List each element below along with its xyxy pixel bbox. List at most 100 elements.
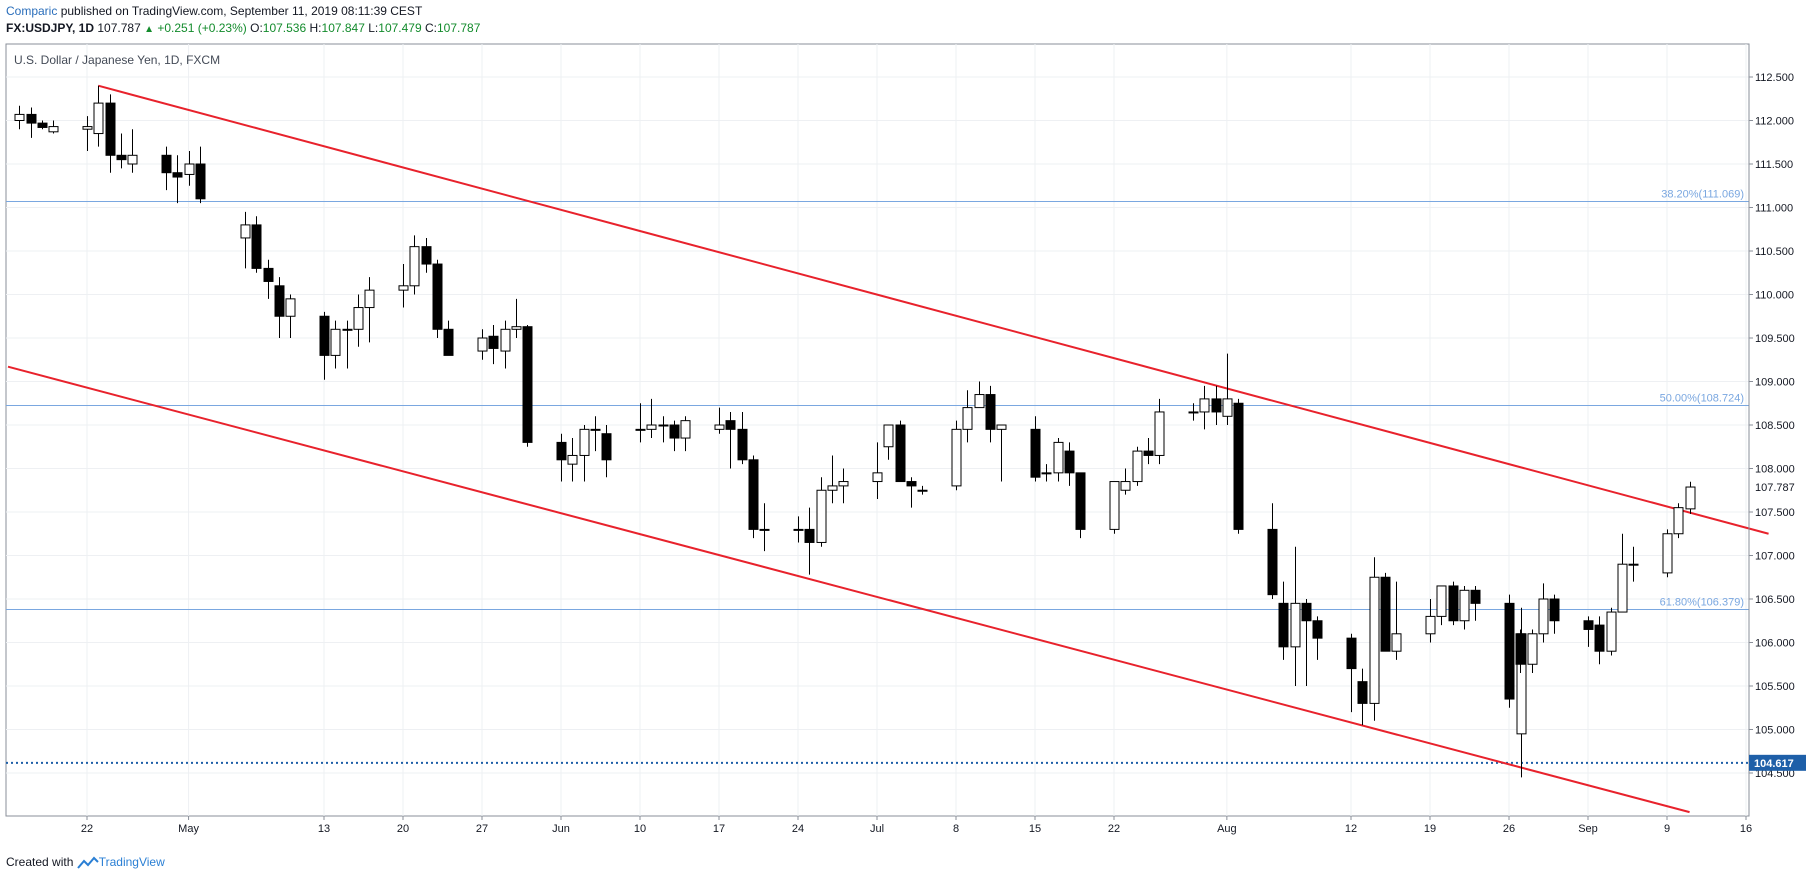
candle: [1132, 446, 1143, 486]
time-tick-label: May: [178, 823, 199, 835]
candle-body: [127, 154, 138, 165]
time-tick-label: 26: [1503, 823, 1515, 835]
candle-body: [974, 394, 985, 409]
candle-body: [184, 163, 195, 175]
candle-body: [1301, 602, 1312, 622]
candle: [93, 85, 104, 147]
price-axis[interactable]: 104.500 105.000 105.500 106.000 106.500 107.0…: [1748, 44, 1806, 816]
channel-line: [98, 84, 1769, 535]
price-tick-label: 105.500: [1755, 681, 1795, 693]
candle: [1199, 385, 1210, 430]
candle: [1357, 668, 1368, 726]
candle-body: [1199, 398, 1210, 413]
candle-body: [1504, 602, 1515, 700]
candle: [172, 155, 183, 204]
candle: [1267, 503, 1278, 599]
candle-body: [793, 528, 804, 531]
last-price: 107.787: [97, 21, 141, 35]
candle-body: [14, 113, 25, 122]
candle-body: [1041, 472, 1052, 475]
candle-body: [240, 224, 251, 239]
price-tick-label: 106.500: [1755, 594, 1795, 606]
time-tick-label: 9: [1664, 823, 1670, 835]
author-link[interactable]: Comparic: [6, 4, 58, 18]
candle-body: [364, 289, 375, 309]
candle: [1538, 583, 1549, 643]
candle-body: [872, 472, 883, 483]
candle-body: [251, 224, 262, 269]
candle: [116, 133, 127, 169]
candle: [1312, 616, 1323, 660]
candle: [1459, 585, 1470, 630]
candle-body: [432, 263, 443, 330]
candle: [1685, 481, 1696, 514]
candle: [951, 420, 962, 491]
candle-body: [1369, 576, 1380, 704]
candle-body: [1470, 589, 1481, 604]
low-value: 107.479: [378, 21, 422, 35]
time-tick-label: 13: [318, 823, 330, 835]
ohlc-line: FX:USDJPY, 1D 107.787 ▲ +0.251 (+0.23%) …: [6, 21, 480, 35]
candle: [342, 320, 353, 369]
time-axis[interactable]: 22 May 13 20 27 Jun 10 17 24 Jul 8 15 22 Aug 12 19 26 Sep…: [81, 816, 1752, 835]
candle-body: [421, 246, 432, 265]
channel-lines: [7, 84, 1769, 814]
time-tick-label: 8: [953, 823, 959, 835]
candle-body: [1222, 398, 1233, 417]
candle-body: [1278, 602, 1289, 648]
candle: [1041, 464, 1052, 482]
candle-body: [1154, 411, 1165, 456]
price-tick-label: 110.000: [1755, 290, 1794, 302]
candle: [1436, 585, 1447, 626]
price-tick-label: 105.000: [1755, 725, 1795, 737]
fib-label: 50.00%(108.724): [1660, 393, 1744, 405]
candles[interactable]: [14, 85, 1696, 778]
candle: [1673, 503, 1684, 539]
candle-body: [917, 489, 928, 492]
candle: [1583, 616, 1594, 647]
candle: [1391, 581, 1402, 660]
candle-body: [1346, 637, 1357, 670]
candle-body: [725, 420, 736, 430]
published-text: published on TradingView.com, September …: [60, 4, 423, 18]
candle-body: [1357, 681, 1368, 704]
candle: [1549, 594, 1560, 634]
candle: [330, 320, 341, 369]
candle-body: [1267, 528, 1278, 596]
price-tick-label: 107.500: [1755, 507, 1795, 519]
candle: [319, 311, 330, 380]
candle: [48, 120, 59, 134]
price-tick-label: 107.000: [1755, 551, 1795, 563]
candle-body: [37, 122, 48, 128]
candle: [37, 120, 48, 130]
candle-body: [1606, 611, 1617, 652]
candle-body: [342, 328, 353, 331]
candle-body: [26, 113, 37, 124]
candle-body: [1673, 507, 1684, 535]
tradingview-link[interactable]: TradingView: [98, 855, 165, 869]
candle-body: [601, 433, 612, 461]
candle: [511, 298, 522, 338]
candle-body: [985, 394, 996, 430]
candle-body: [1628, 563, 1639, 566]
time-tick-label: 19: [1424, 823, 1436, 835]
candle-body: [579, 428, 590, 456]
candle: [996, 424, 1007, 482]
candle: [1154, 398, 1165, 465]
candle: [1233, 398, 1244, 534]
candle: [1504, 594, 1515, 708]
price-tick-label: 112.500: [1755, 72, 1794, 84]
candle-body: [1120, 481, 1131, 491]
candle-body: [1075, 472, 1086, 530]
footer: Created with TradingView: [6, 855, 165, 870]
candle: [1143, 438, 1154, 465]
candle: [1301, 599, 1312, 686]
up-arrow-icon: ▲: [144, 24, 155, 35]
candle-body: [172, 172, 183, 178]
symbol-label: FX:USDJPY, 1D: [6, 21, 95, 35]
price-tick-label: 111.000: [1755, 203, 1793, 215]
time-tick-label: 27: [476, 823, 488, 835]
candle-body: [443, 328, 454, 356]
price-tick-label: 108.000: [1755, 464, 1795, 476]
